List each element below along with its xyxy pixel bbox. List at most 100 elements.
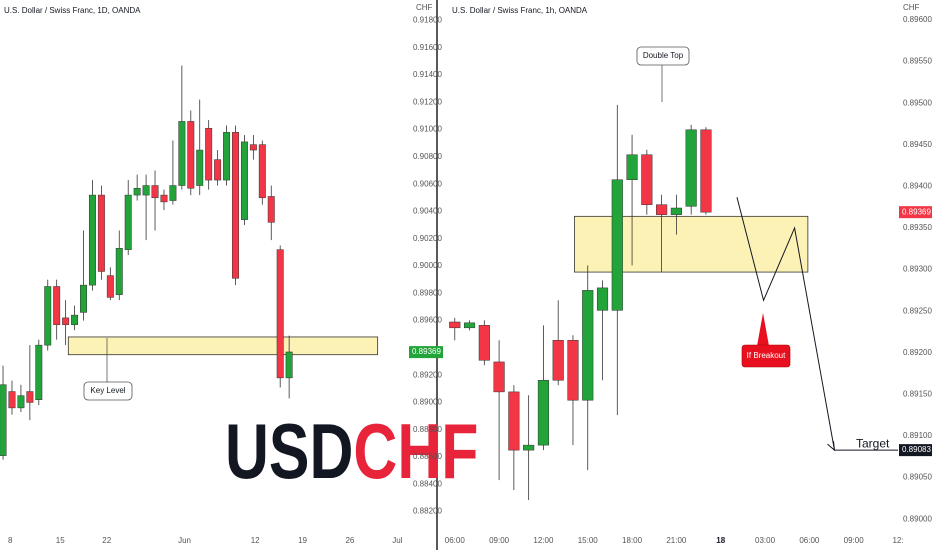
y-tick-label: 0.89250 <box>903 306 932 315</box>
y-tick-label: 0.89050 <box>903 473 932 482</box>
candle-body <box>223 132 231 181</box>
x-tick-label: 15:00 <box>578 536 599 545</box>
price-label <box>899 206 932 219</box>
price-label-text: 0.89369 <box>412 347 441 356</box>
callout-text: Double Top <box>643 51 684 60</box>
y-tick-label: 0.88200 <box>413 507 442 516</box>
logo-part: CHF <box>353 408 478 495</box>
candle-body <box>493 361 505 393</box>
x-tick-label: 8 <box>8 536 13 545</box>
candle-body <box>17 395 25 409</box>
y-tick-label: 0.90800 <box>413 152 442 161</box>
price-label-text: 0.89369 <box>902 207 931 216</box>
y-tick-label: 0.89200 <box>903 348 932 357</box>
price-label-text: 0.89083 <box>902 445 931 454</box>
x-tick-label: 09:00 <box>844 536 865 545</box>
candle-body <box>670 207 682 215</box>
candle-body <box>478 325 490 361</box>
y-tick-label: 0.91200 <box>413 97 442 106</box>
warning-pointer <box>757 313 769 346</box>
candle-body <box>656 204 668 215</box>
price-label <box>899 444 932 457</box>
y-tick-label: 0.91400 <box>413 70 442 79</box>
warning-box <box>741 344 791 368</box>
candle-body <box>151 185 159 199</box>
y-tick-label: 0.90200 <box>413 234 442 243</box>
candle-body <box>240 141 248 220</box>
candle-body <box>142 185 150 196</box>
candle-body <box>508 391 520 451</box>
x-tick-label: 06:00 <box>445 536 466 545</box>
x-tick-label: 18 <box>716 536 725 545</box>
candle-body <box>700 129 712 213</box>
candle-body <box>214 159 222 181</box>
candle-body <box>685 129 697 207</box>
y-tick-label: 0.89500 <box>903 98 932 107</box>
y-tick-label: 0.90400 <box>413 207 442 216</box>
candle-body <box>449 321 461 329</box>
y-tick-label: 0.90000 <box>413 261 442 270</box>
x-tick-label: 03:00 <box>755 536 776 545</box>
x-tick-label: 12 <box>251 536 260 545</box>
candle-body <box>35 344 43 400</box>
y-tick-label: 0.89300 <box>903 265 932 274</box>
chart-title: U.S. Dollar / Swiss Franc, 1D, OANDA <box>4 6 141 15</box>
candle-body <box>537 379 549 446</box>
candle-body <box>596 287 609 311</box>
candle-body <box>80 284 87 313</box>
candle-body <box>641 154 653 205</box>
x-tick-label: 21:00 <box>666 536 687 545</box>
target-label: Target <box>856 436 890 450</box>
projection-path <box>736 197 835 451</box>
y-tick-label: 0.91600 <box>413 43 442 52</box>
candle-body <box>567 340 579 401</box>
y-tick-label: 0.88600 <box>413 452 442 461</box>
x-tick-label: 19 <box>298 536 307 545</box>
candle-body <box>71 314 79 325</box>
candle-body <box>44 286 52 346</box>
candle-body <box>276 249 284 379</box>
candle-body <box>463 322 476 329</box>
x-tick-label: Jun <box>178 536 191 545</box>
callout-box <box>636 46 690 66</box>
candle-body <box>97 194 105 272</box>
warning-text: If Breakout <box>747 351 786 360</box>
candle-body <box>249 144 257 151</box>
y-tick-label: 0.89450 <box>903 140 932 149</box>
candle-body <box>160 194 168 203</box>
candle-body <box>523 444 535 451</box>
y-tick-label: 0.89200 <box>413 370 442 379</box>
candle-body <box>258 144 266 199</box>
candle-body <box>205 127 213 181</box>
y-tick-label: 0.91800 <box>413 16 442 25</box>
y-tick-label: 0.89350 <box>903 223 932 232</box>
candle-body <box>26 391 34 403</box>
x-tick-label: 22 <box>102 536 111 545</box>
candle-body <box>8 391 16 409</box>
y-tick-label: 0.89550 <box>903 57 932 66</box>
callout-text: Key Level <box>90 386 125 395</box>
y-tick-label: 0.88400 <box>413 479 442 488</box>
candle-body <box>187 121 195 189</box>
x-tick-label: 09:00 <box>489 536 510 545</box>
callout-box <box>83 381 133 401</box>
zone <box>574 215 809 273</box>
candle-body <box>53 286 61 325</box>
x-tick-label: 26 <box>345 536 354 545</box>
candle-body <box>552 340 564 381</box>
candle-body <box>626 154 638 180</box>
axis-unit: CHF <box>903 3 920 12</box>
candle-body <box>88 194 96 286</box>
y-tick-label: 0.89150 <box>903 389 932 398</box>
candle-body <box>582 290 594 401</box>
x-tick-label: Jul <box>392 536 402 545</box>
x-tick-label: 12: <box>892 536 903 545</box>
y-tick-label: 0.90600 <box>413 179 442 188</box>
candle-body <box>267 196 275 223</box>
zone <box>67 336 379 356</box>
candle-body <box>106 275 114 298</box>
y-tick-label: 0.89000 <box>903 514 932 523</box>
x-tick-label: 06:00 <box>799 536 820 545</box>
candle-body <box>196 149 204 186</box>
